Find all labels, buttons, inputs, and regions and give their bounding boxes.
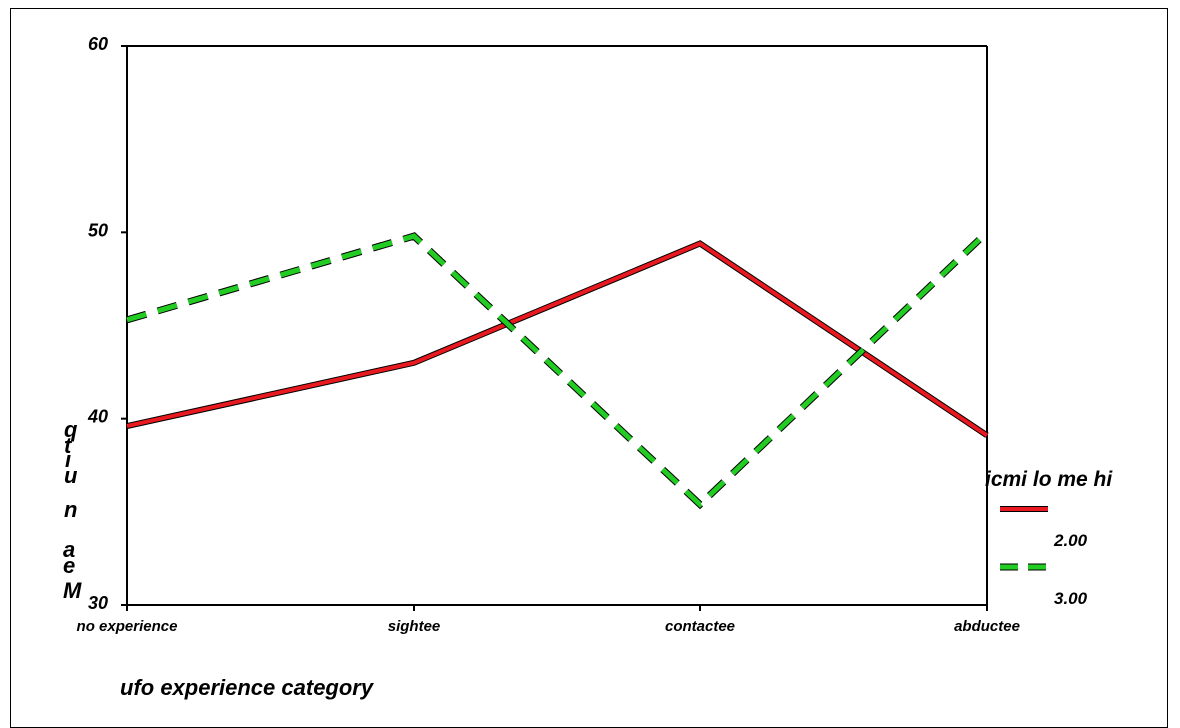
y-axis-label-char: e — [63, 553, 75, 578]
y-axis-label-char: a — [63, 537, 75, 562]
series-line-2.00-outline — [126, 240, 989, 438]
legend-label: 2.00 — [1053, 531, 1088, 550]
y-tick-label: 30 — [88, 593, 108, 613]
legend-label: 3.00 — [1054, 589, 1088, 608]
line-chart: 30 40 50 60 no experience sightee contactee abd… — [63, 34, 1113, 700]
y-axis-label-char: t — [64, 433, 73, 458]
x-tick-label: abductee — [954, 618, 1020, 635]
y-tick-label: 60 — [88, 34, 108, 54]
y-axis-label-char: u — [64, 463, 78, 488]
series-line-2.00 — [126, 241, 989, 438]
legend: icmi lo me hi 2.00 3.00 — [985, 468, 1113, 608]
y-axis-label-char: ı — [65, 447, 71, 472]
y-tick-label: 50 — [88, 220, 108, 240]
y-axis-label-char: q — [64, 417, 78, 442]
series-line-3.00 — [126, 230, 989, 508]
plot-area: 30 40 50 60 no experience sightee contactee abd… — [77, 34, 1020, 635]
x-tick-label: contactee — [665, 618, 735, 635]
x-tick-label: no experience — [77, 618, 178, 635]
x-axis-label: ufo experience category — [120, 675, 375, 700]
legend-title: icmi lo me hi — [985, 468, 1113, 491]
y-axis-label-char: M — [63, 578, 82, 603]
x-tick-label: sightee — [388, 618, 441, 635]
y-tick-label: 40 — [87, 407, 108, 427]
y-axis-label-char: n — [64, 497, 77, 522]
